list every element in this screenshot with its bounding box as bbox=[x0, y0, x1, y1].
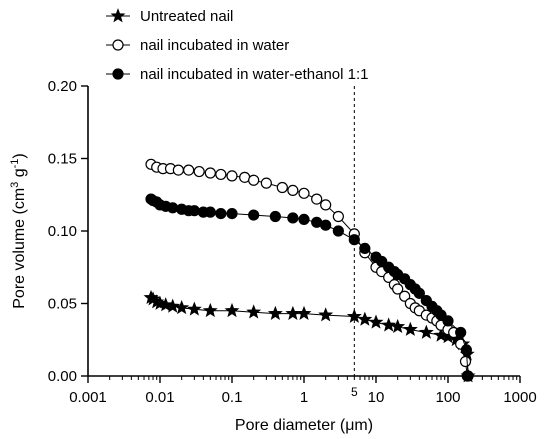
data-point bbox=[193, 165, 205, 178]
data-point bbox=[402, 321, 418, 336]
data-point bbox=[285, 305, 301, 320]
data-point bbox=[202, 302, 218, 318]
legend: Untreated nail nail incubated in water nai… bbox=[106, 8, 369, 83]
data-point bbox=[287, 212, 299, 224]
data-point bbox=[459, 355, 472, 368]
series-2 bbox=[145, 158, 473, 382]
legend-label: nail incubated in water bbox=[140, 37, 289, 54]
y-axis-title-part: g bbox=[11, 168, 28, 181]
legend-marker bbox=[112, 39, 124, 51]
data-point bbox=[348, 234, 360, 246]
plot-area: 5 bbox=[143, 86, 476, 399]
data-point bbox=[298, 187, 310, 199]
legend-entry: nail incubated in water bbox=[106, 37, 289, 54]
data-point bbox=[298, 213, 310, 225]
data-point bbox=[287, 184, 299, 196]
y-axis-title-part: Pore volume (cm bbox=[11, 188, 28, 309]
data-point bbox=[248, 174, 260, 186]
x-tick-label: 0.01 bbox=[145, 389, 174, 406]
x-tick-label: 10 bbox=[368, 389, 385, 406]
data-point bbox=[188, 205, 200, 217]
legend-marker bbox=[110, 8, 126, 23]
data-point bbox=[346, 308, 362, 323]
data-point bbox=[174, 300, 190, 315]
legend-label: Untreated nail bbox=[140, 8, 233, 25]
data-point bbox=[226, 170, 238, 182]
legend-entry: nail incubated in water-ethanol 1:1 bbox=[106, 66, 369, 83]
data-point bbox=[359, 242, 371, 254]
y-tick-label: 0.20 bbox=[48, 78, 77, 95]
data-point bbox=[392, 283, 404, 295]
y-tick-label: 0.10 bbox=[48, 223, 77, 240]
data-point bbox=[248, 209, 260, 221]
y-tick-label: 0.00 bbox=[48, 368, 77, 385]
data-point bbox=[204, 167, 216, 179]
x-tick-label: 1 bbox=[300, 389, 308, 406]
data-point bbox=[276, 181, 288, 194]
data-point bbox=[368, 314, 384, 329]
data-point bbox=[215, 168, 227, 181]
x-tick-label: 1000 bbox=[503, 389, 536, 406]
data-point bbox=[442, 315, 454, 327]
y-tick-label: 0.05 bbox=[48, 296, 77, 313]
axes: 0.001 0.01 0.1 1 10 100 1000 0.00 0.05 0.10 0.15 0.… bbox=[48, 78, 537, 406]
data-point bbox=[215, 208, 227, 220]
data-point bbox=[320, 219, 332, 231]
data-point bbox=[183, 164, 195, 176]
data-point bbox=[267, 305, 283, 320]
x-tick-label: 0.1 bbox=[222, 389, 243, 406]
data-point bbox=[246, 304, 262, 319]
data-point bbox=[381, 317, 397, 332]
data-point bbox=[357, 311, 373, 326]
data-point bbox=[226, 208, 238, 220]
data-point bbox=[318, 307, 334, 322]
data-point bbox=[167, 202, 179, 214]
data-point bbox=[260, 177, 272, 189]
x-tick-label: 0.001 bbox=[69, 389, 107, 406]
data-point bbox=[399, 290, 411, 302]
data-point bbox=[413, 287, 425, 299]
annotation-label: 5 bbox=[351, 385, 358, 399]
data-point bbox=[418, 324, 434, 339]
y-axis-title: Pore volume (cm3 g-1) bbox=[9, 153, 28, 309]
series-line bbox=[150, 163, 468, 377]
data-point bbox=[269, 210, 281, 223]
data-point bbox=[224, 302, 240, 318]
series-3 bbox=[145, 193, 474, 382]
legend-label: nail incubated in water-ethanol 1:1 bbox=[140, 66, 369, 83]
y-axis-title-part: 3 bbox=[9, 182, 21, 188]
data-point bbox=[165, 298, 181, 313]
x-axis-title: Pore diameter (μm) bbox=[235, 417, 373, 434]
data-point bbox=[296, 305, 312, 320]
data-point bbox=[390, 318, 406, 334]
y-axis-title-part: ) bbox=[11, 153, 28, 158]
data-point bbox=[332, 225, 344, 237]
legend-marker bbox=[112, 68, 124, 80]
data-point bbox=[332, 210, 344, 223]
data-point bbox=[186, 301, 202, 316]
y-tick-label: 0.15 bbox=[48, 151, 77, 168]
data-point bbox=[204, 206, 216, 218]
data-point bbox=[311, 193, 323, 205]
x-tick-label: 100 bbox=[435, 389, 460, 406]
data-point bbox=[320, 199, 332, 211]
data-point bbox=[172, 164, 184, 176]
data-point bbox=[455, 326, 467, 339]
data-point bbox=[460, 344, 472, 356]
y-axis-title-part: -1 bbox=[9, 159, 21, 169]
legend-entry: Untreated nail bbox=[106, 8, 233, 25]
